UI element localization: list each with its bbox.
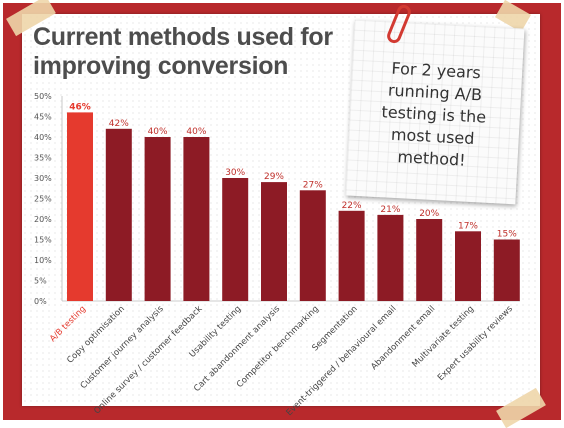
- bar: [144, 137, 171, 301]
- data-label: 27%: [303, 180, 323, 190]
- chart-title-line2: improving conversion: [33, 52, 289, 80]
- chart-title-line1: Current methods used for: [33, 23, 333, 51]
- y-tick-label: 5%: [34, 277, 47, 286]
- bar: [183, 137, 210, 301]
- x-tick-label: Abandonment email: [369, 304, 437, 372]
- bar: [222, 178, 249, 301]
- bar: [377, 214, 404, 301]
- bar: [455, 231, 481, 301]
- bar: [105, 128, 132, 301]
- data-label: 40%: [148, 127, 168, 137]
- data-label: 15%: [497, 230, 517, 240]
- bar: [338, 210, 365, 301]
- bar: [67, 112, 93, 302]
- bar: [299, 190, 326, 301]
- y-tick-label: 0%: [34, 297, 47, 306]
- data-label: 17%: [458, 221, 478, 231]
- y-tick-label: 20%: [34, 215, 52, 224]
- y-tick-label: 10%: [34, 256, 52, 265]
- y-tick-label: 50%: [34, 92, 52, 101]
- data-label: 42%: [109, 119, 129, 129]
- data-label: 46%: [69, 102, 91, 112]
- data-label: 40%: [186, 127, 206, 137]
- y-tick-label: 40%: [34, 133, 52, 142]
- bar: [261, 182, 287, 301]
- sticky-note: For 2 years running A/B testing is the m…: [345, 19, 525, 205]
- x-tick-label: A/B testing: [48, 304, 88, 344]
- y-tick-label: 15%: [34, 236, 52, 245]
- bar: [416, 219, 443, 301]
- y-tick-label: 30%: [34, 174, 52, 183]
- sticky-note-text: For 2 years running A/B testing is the m…: [361, 56, 507, 173]
- x-tick-label: Expert usability reviews: [436, 304, 515, 383]
- data-label: 29%: [264, 172, 284, 182]
- data-label: 30%: [225, 168, 245, 178]
- y-tick-label: 45%: [34, 113, 52, 122]
- bar: [493, 239, 520, 301]
- y-tick-label: 35%: [34, 154, 52, 163]
- data-label: 20%: [419, 209, 439, 219]
- y-tick-label: 25%: [34, 195, 52, 204]
- data-label: 22%: [342, 201, 362, 211]
- data-label: 21%: [380, 205, 400, 215]
- x-tick-label: Competitor benchmarking: [235, 304, 321, 390]
